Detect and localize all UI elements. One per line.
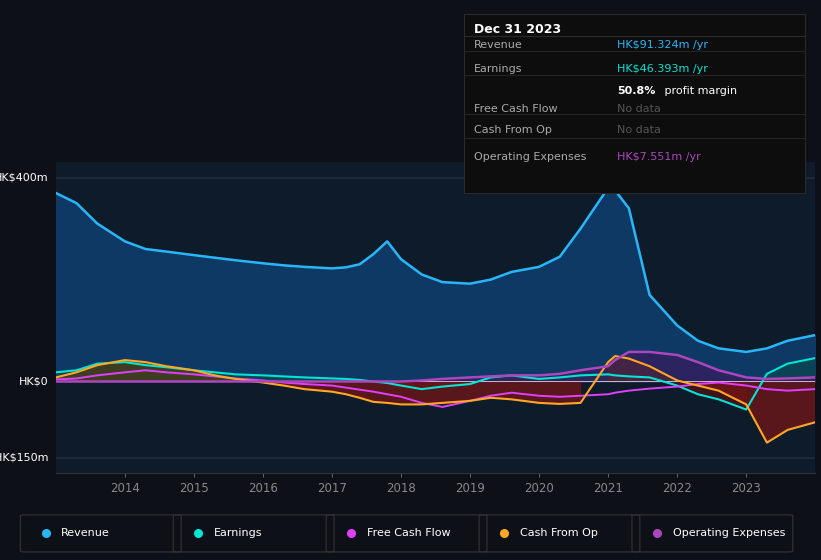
Text: Earnings: Earnings — [214, 529, 263, 538]
Text: 50.8%: 50.8% — [617, 86, 655, 96]
Text: No data: No data — [617, 125, 661, 135]
Text: profit margin: profit margin — [662, 86, 737, 96]
Text: Dec 31 2023: Dec 31 2023 — [474, 23, 562, 36]
Text: HK$400m: HK$400m — [0, 172, 49, 183]
Text: Earnings: Earnings — [474, 64, 523, 74]
Text: Free Cash Flow: Free Cash Flow — [474, 104, 557, 114]
Text: Revenue: Revenue — [474, 40, 523, 50]
Text: Cash From Op: Cash From Op — [474, 125, 552, 135]
Text: Cash From Op: Cash From Op — [520, 529, 598, 538]
Text: HK$7.551m /yr: HK$7.551m /yr — [617, 152, 701, 162]
Text: -HK$150m: -HK$150m — [0, 453, 49, 463]
Text: Free Cash Flow: Free Cash Flow — [367, 529, 451, 538]
Text: HK$0: HK$0 — [19, 376, 49, 386]
Text: Revenue: Revenue — [62, 529, 110, 538]
Text: No data: No data — [617, 104, 661, 114]
Text: HK$46.393m /yr: HK$46.393m /yr — [617, 64, 708, 74]
Text: Operating Expenses: Operating Expenses — [474, 152, 586, 162]
Text: Operating Expenses: Operating Expenses — [673, 529, 786, 538]
Text: HK$91.324m /yr: HK$91.324m /yr — [617, 40, 709, 50]
